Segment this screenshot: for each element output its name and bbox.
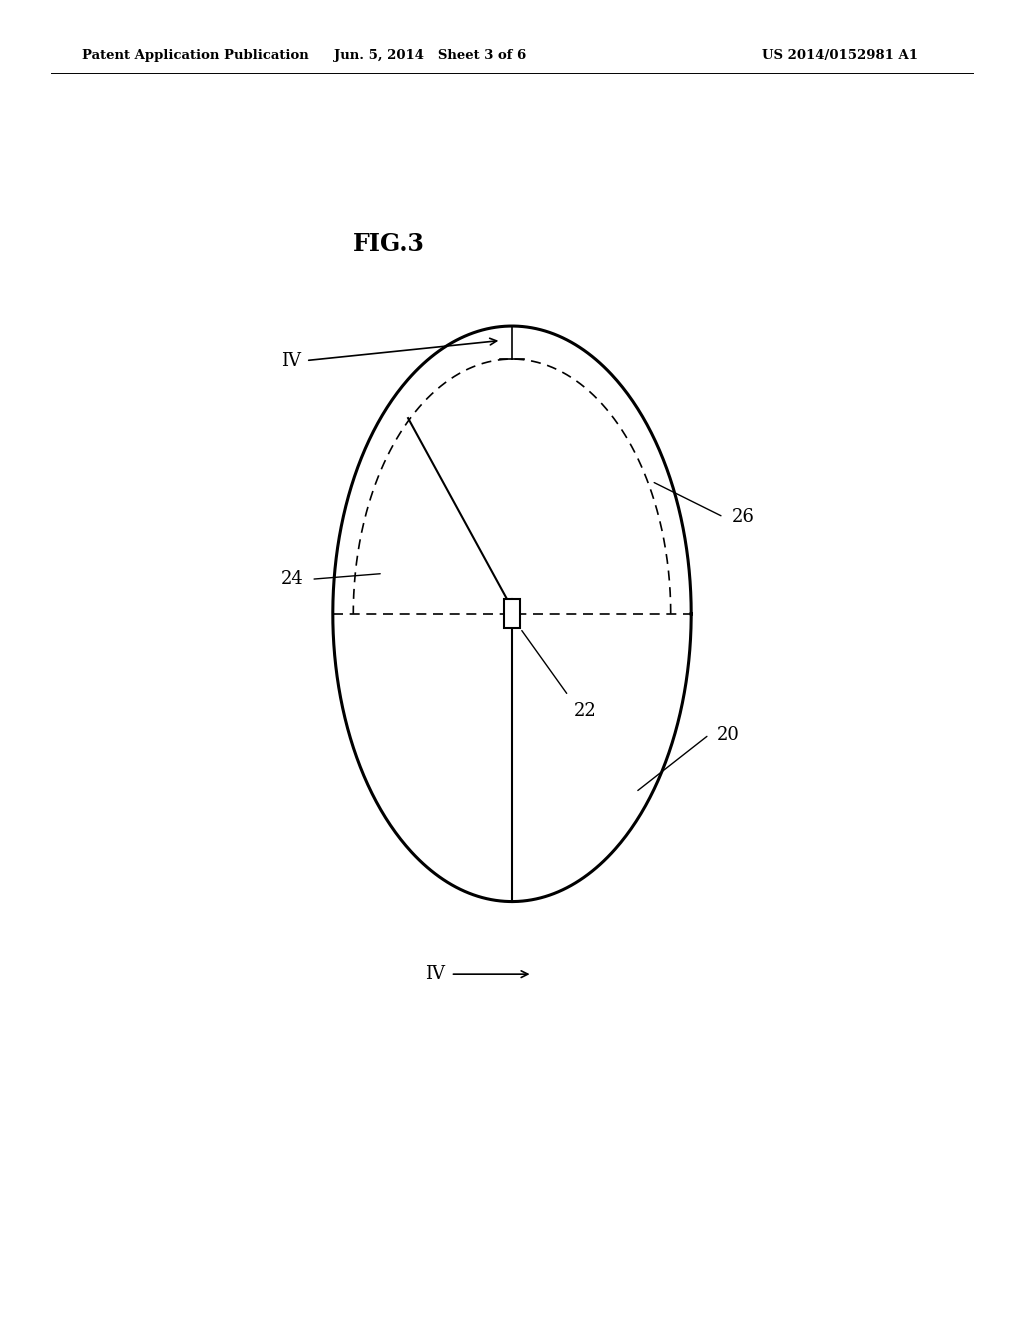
Text: FIG.3: FIG.3 <box>353 232 425 256</box>
Text: US 2014/0152981 A1: US 2014/0152981 A1 <box>762 49 918 62</box>
Text: IV: IV <box>425 965 445 983</box>
Text: 24: 24 <box>281 570 303 589</box>
Text: 20: 20 <box>717 726 740 743</box>
Text: 22: 22 <box>573 702 596 721</box>
FancyBboxPatch shape <box>504 599 520 628</box>
Text: 26: 26 <box>731 508 755 525</box>
Text: IV: IV <box>281 351 301 370</box>
Text: Patent Application Publication: Patent Application Publication <box>82 49 308 62</box>
Text: Jun. 5, 2014   Sheet 3 of 6: Jun. 5, 2014 Sheet 3 of 6 <box>334 49 526 62</box>
